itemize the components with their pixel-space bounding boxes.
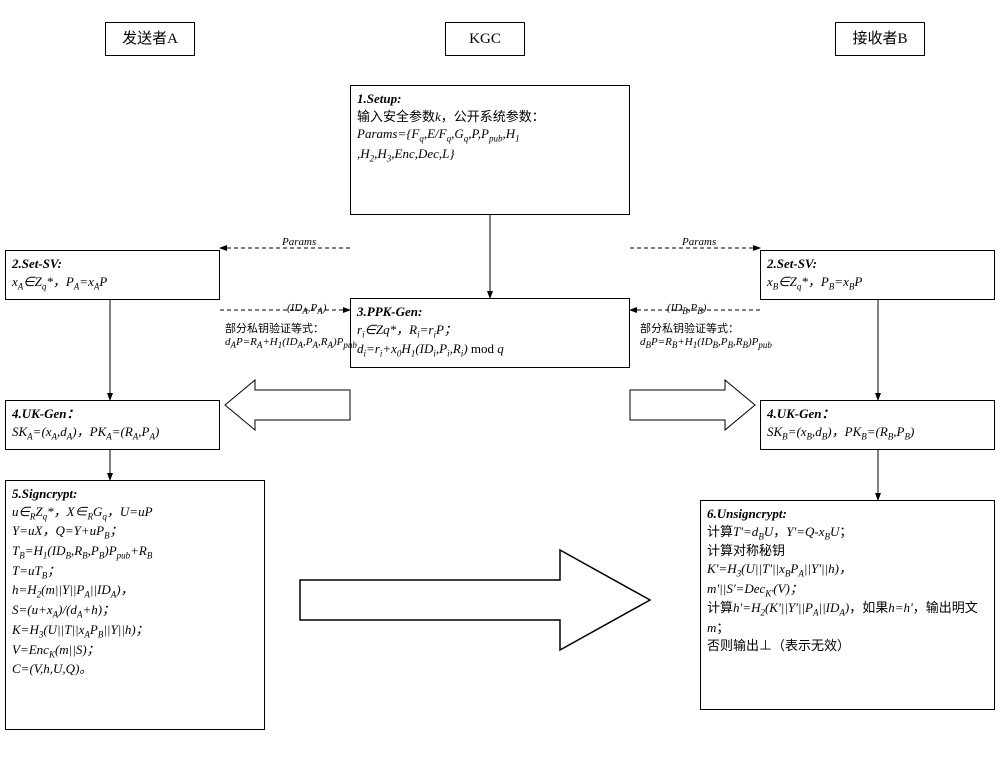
box-setup: 1.Setup: 输入安全参数k，公开系统参数： Params={Fq,E/Fq… (350, 85, 630, 215)
header-kgc: KGC (445, 22, 525, 56)
box-signcrypt-l2: Y=uX，Q=Y+uPB； (12, 522, 258, 542)
box-set-sv-a: 2.Set-SV: xA∈Zq*，PA=xAP (5, 250, 220, 300)
box-set-sv-b-l1: xB∈Zq*，PB=xBP (767, 273, 988, 293)
box-unsigncrypt-l4: m'||S'=DecK'(V)； (707, 580, 988, 600)
header-kgc-text: KGC (469, 31, 501, 47)
header-sender-a: 发送者A (105, 22, 195, 56)
label-params-l: Params (280, 236, 318, 248)
header-receiver-b-text: 接收者B (852, 31, 907, 47)
label-verify-b-1: 部分私钥验证等式： (640, 320, 772, 336)
box-signcrypt-l8: V=EncK(m||S)； (12, 641, 258, 661)
box-signcrypt-l3: TB=H1(IDB,RB,PB)Ppub+RB (12, 542, 258, 562)
box-ppk-gen-l1: ri∈Zq*，Ri=riP； (357, 321, 623, 341)
label-idpb: (IDB,PB) (665, 302, 708, 316)
box-uk-gen-b-title: 4.UK-Gen： (767, 406, 835, 421)
box-uk-gen-b-l1: SKB=(xB,dB)，PKB=(RB,PB) (767, 423, 988, 443)
box-set-sv-a-l1: xA∈Zq*，PA=xAP (12, 273, 213, 293)
label-idpa: (IDA,PA) (285, 302, 328, 316)
box-uk-gen-a-title: 4.UK-Gen： (12, 406, 80, 421)
box-setup-l1: 输入安全参数k，公开系统参数： (357, 108, 623, 126)
box-uk-gen-a: 4.UK-Gen： SKA=(xA,dA)，PKA=(RA,PA) (5, 400, 220, 450)
box-set-sv-b-title: 2.Set-SV: (767, 256, 817, 271)
label-secure-b: 安全信道(dB,RB) (642, 398, 719, 415)
box-uk-gen-a-l1: SKA=(xA,dA)，PKA=(RA,PA) (12, 423, 213, 443)
box-signcrypt-l7: K=H3(U||T||xAPB||Y||h)； (12, 621, 258, 641)
box-signcrypt-l6: S=(u+xA)/(dA+h)； (12, 601, 258, 621)
box-unsigncrypt-l3: K'=H3(U||T'||xBPA||Y'||h)， (707, 560, 988, 580)
box-ppk-gen: 3.PPK-Gen: ri∈Zq*，Ri=riP； di=ri+x0H1(IDi… (350, 298, 630, 368)
box-unsigncrypt-title: 6.Unsigncrypt: (707, 506, 787, 521)
box-unsigncrypt: 6.Unsigncrypt: 计算T'=dBU，Y'=Q-xBU； 计算对称秘钥… (700, 500, 995, 710)
box-unsigncrypt-l1: 计算T'=dBU，Y'=Q-xBU； (707, 523, 988, 543)
box-ppk-gen-l2: di=ri+x0H1(IDi,Pi,Ri) mod q (357, 340, 623, 360)
box-setup-l2: Params={Fq,E/Fq,Gq,P,Ppub,H1,H2,H3,Enc,D… (357, 125, 623, 164)
label-verify-b-2: dBP=RB+H1(IDB,PB,RB)Ppub (640, 336, 772, 350)
box-setup-title: 1.Setup: (357, 91, 401, 106)
header-receiver-b: 接收者B (835, 22, 925, 56)
label-verify-a-2: dAP=RA+H1(IDA,PA,RA)Ppub (225, 336, 357, 350)
box-set-sv-a-title: 2.Set-SV: (12, 256, 62, 271)
box-set-sv-b: 2.Set-SV: xB∈Zq*，PB=xBP (760, 250, 995, 300)
box-signcrypt: 5.Signcrypt: u∈RZq*，X∈RGq，U=uP Y=uX，Q=Y+… (5, 480, 265, 730)
label-secure-a: 安全通道(dA,RA) (247, 398, 324, 415)
header-sender-a-text: 发送者A (122, 31, 178, 47)
box-unsigncrypt-l5: 计算h'=H2(K'||Y'||PA||IDA)，如果h=h'，输出明文m； (707, 599, 988, 636)
label-verify-a-1: 部分私钥验证等式： (225, 320, 357, 336)
box-unsigncrypt-l2: 计算对称秘钥 (707, 542, 988, 560)
box-signcrypt-l9: C=(V,h,U,Q)。 (12, 660, 258, 678)
label-verify-b: 部分私钥验证等式： dBP=RB+H1(IDB,PB,RB)Ppub (640, 320, 772, 350)
box-unsigncrypt-l6: 否则输出⊥（表示无效） (707, 637, 988, 655)
box-signcrypt-l1: u∈RZq*，X∈RGq，U=uP (12, 503, 258, 523)
box-ppk-gen-title: 3.PPK-Gen: (357, 304, 422, 319)
box-signcrypt-l4: T=uTB； (12, 562, 258, 582)
label-verify-a: 部分私钥验证等式： dAP=RA+H1(IDA,PA,RA)Ppub (225, 320, 357, 350)
label-cpacket: C=(V,U,h,Q) (435, 592, 545, 620)
box-signcrypt-l5: h=H2(m||Y||PA||IDA)， (12, 581, 258, 601)
box-signcrypt-title: 5.Signcrypt: (12, 486, 77, 501)
label-params-r: Params (680, 236, 718, 248)
box-uk-gen-b: 4.UK-Gen： SKB=(xB,dB)，PKB=(RB,PB) (760, 400, 995, 450)
